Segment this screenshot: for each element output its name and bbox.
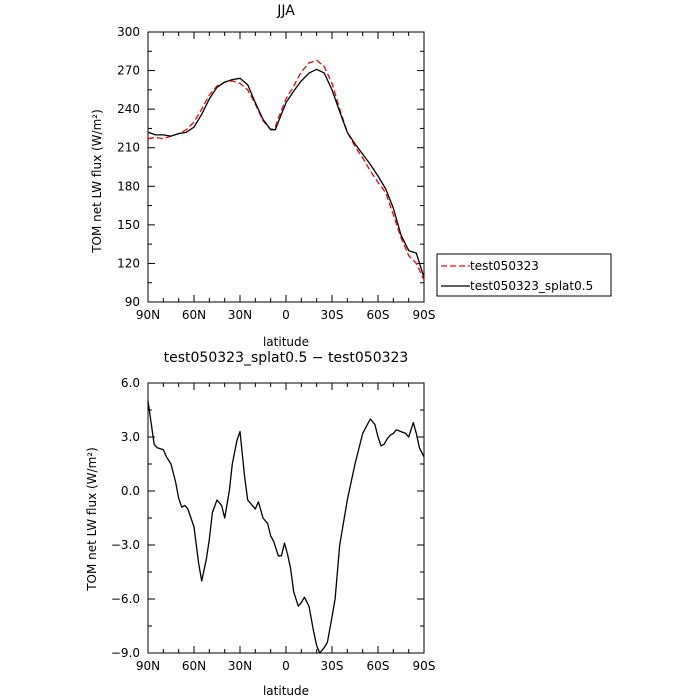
top-y-tick-label: 270: [117, 64, 140, 78]
top-chart-title: JJA: [276, 3, 295, 19]
top-series-line-1: [147, 68, 425, 278]
top-x-tick-label: 60N: [182, 308, 206, 322]
bottom-plot: 90N 60N 30N 0 30S 60S 90S −9.0 −6.0 −3.0 0.0 3.0 6.0: [111, 376, 436, 673]
top-y-tick-label: 240: [117, 102, 140, 116]
bottom-y-tick-label: 6.0: [121, 376, 140, 390]
top-x-axis-label: latitude: [263, 335, 309, 349]
bottom-x-tick-label: 30N: [228, 659, 252, 673]
bottom-y-tick-label: −3.0: [111, 538, 140, 552]
top-y-tick-label: 150: [117, 218, 140, 232]
top-y-axis-label-text: TOM net LW flux (W/m²): [90, 109, 104, 254]
bottom-x-tick-label: 0: [282, 659, 290, 673]
top-series-line-0: [147, 59, 425, 281]
top-y-axis-label: TOM net LW flux (W/m²): [90, 109, 104, 254]
top-y-tick-label: 90: [125, 295, 140, 309]
bottom-y-tick-label: 3.0: [121, 430, 140, 444]
top-y-tick-label: 210: [117, 141, 140, 155]
bottom-x-axis-label: latitude: [263, 684, 309, 698]
bottom-x-tick-label: 90S: [413, 659, 436, 673]
bottom-x-tick-label: 60N: [182, 659, 206, 673]
bottom-plot-frame: [147, 382, 425, 654]
top-y-tick-label: 300: [117, 25, 140, 39]
top-x-tick-label: 30N: [228, 308, 252, 322]
bottom-series-line-0: [147, 400, 425, 654]
bottom-y-tick-label: −6.0: [111, 592, 140, 606]
top-x-tick-label: 0: [282, 308, 290, 322]
legend-label-test050323-splat0-5: test050323_splat0.5: [470, 279, 593, 293]
bottom-x-tick-label: 60S: [367, 659, 390, 673]
top-x-tick-label: 30S: [321, 308, 344, 322]
legend-label-test050323: test050323: [470, 259, 539, 273]
top-x-tick-label: 60S: [367, 308, 390, 322]
bottom-y-tick-label: 0.0: [121, 484, 140, 498]
legend-box: [436, 253, 612, 297]
legend: test050323 test050323_splat0.5: [436, 253, 612, 297]
bottom-x-tick-label: 30S: [321, 659, 344, 673]
bottom-y-tick-label: −9.0: [111, 646, 140, 660]
bottom-y-axis-label-text: TOM net LW flux (W/m²): [85, 447, 99, 592]
bottom-chart-title: test050323_splat0.5 − test050323: [164, 350, 409, 366]
bottom-y-axis-label: TOM net LW flux (W/m²): [85, 447, 99, 592]
top-y-tick-label: 180: [117, 179, 140, 193]
top-x-tick-label: 90N: [136, 308, 160, 322]
top-plot: 90N 60N 30N 0 30S 60S 90S 90 120 150 180 210 240 270 3…: [117, 25, 435, 322]
bottom-x-tick-label: 90N: [136, 659, 160, 673]
top-plot-frame: [147, 31, 425, 303]
top-x-tick-label: 90S: [413, 308, 436, 322]
top-y-tick-label: 120: [117, 256, 140, 270]
